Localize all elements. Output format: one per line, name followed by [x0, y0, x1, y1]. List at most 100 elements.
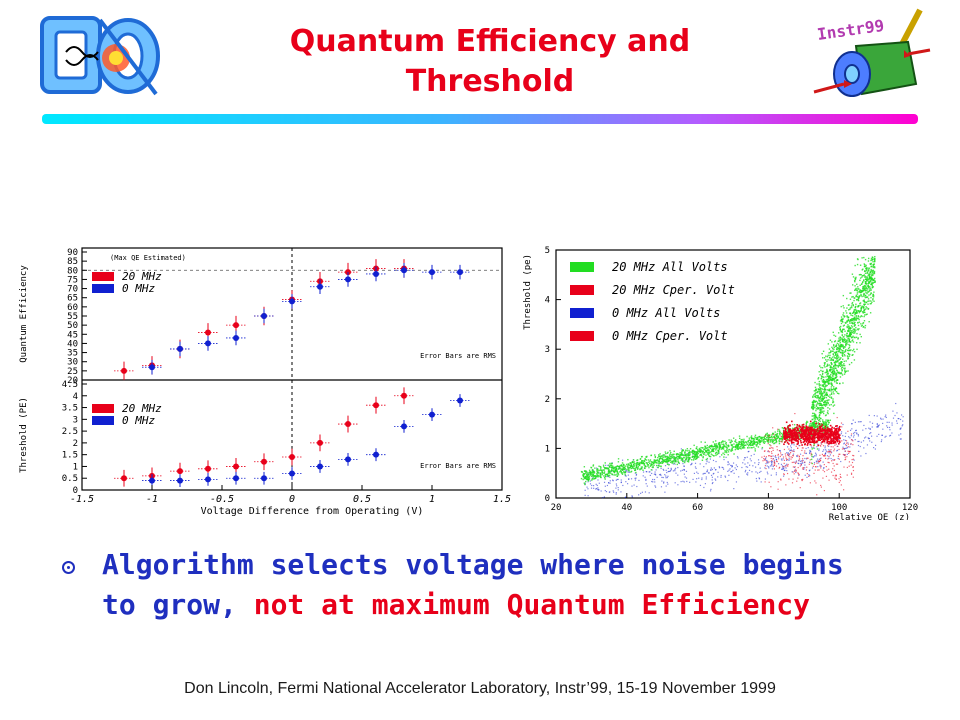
scatter-point-green: [839, 376, 842, 378]
scatter-point-blue: [814, 452, 817, 454]
scatter-point-green: [839, 341, 841, 344]
scatter-point-red: [803, 443, 806, 446]
scatter-point-blue: [645, 483, 647, 485]
scatter-point-red: [830, 449, 832, 451]
scatter-point-green: [863, 279, 865, 281]
scatter-point-green: [869, 281, 871, 283]
scatter-point-blue: [849, 437, 851, 439]
scatter-point-green: [874, 255, 876, 258]
scatter-point-green: [848, 355, 851, 357]
scatter-point-blue: [625, 481, 627, 483]
scatter-point-green: [855, 303, 857, 306]
scatter-point-blue: [780, 463, 783, 465]
scatter-point-green: [865, 301, 868, 304]
scatter-point-red: [830, 446, 832, 448]
scatter-point-green: [863, 308, 866, 311]
scatter-point-green: [688, 454, 690, 456]
scatter-point-green: [648, 462, 651, 465]
scatter-point-green: [817, 419, 820, 422]
scatter-point-green: [870, 276, 873, 279]
scatter-point-red: [802, 455, 804, 457]
scatter-point-green: [603, 472, 606, 474]
scatter-point-red: [804, 430, 807, 433]
scatter-point-red: [763, 458, 765, 460]
scatter-point-green: [763, 436, 765, 439]
scatter-point-green: [872, 273, 874, 276]
scatter-point-red: [801, 444, 803, 446]
scatter-point-blue: [660, 467, 662, 470]
scatter-point-blue: [731, 471, 733, 473]
scatter-point-green: [820, 408, 822, 410]
scatter-point-green: [841, 331, 844, 334]
scatter-point-red: [790, 458, 792, 460]
scatter-point-green: [848, 326, 850, 328]
scatter-point-blue: [675, 472, 677, 474]
data-point: [205, 329, 211, 336]
scatter-point-red: [838, 434, 841, 436]
scatter-point-green: [858, 274, 861, 276]
scatter-point-blue: [782, 475, 785, 477]
scatter-point-green: [780, 432, 783, 435]
scatter-point-red: [813, 472, 815, 474]
scatter-point-green: [862, 306, 864, 308]
scatter-point-green: [741, 444, 744, 446]
scatter-point-green: [866, 277, 869, 279]
scatter-point-red: [818, 423, 821, 425]
scatter-point-green: [828, 421, 830, 424]
scatter-point-green: [637, 463, 640, 466]
scatter-point-green: [858, 321, 861, 323]
scatter-point-blue: [860, 421, 862, 423]
scatter-point-red: [805, 428, 808, 430]
scatter-point-green: [855, 336, 858, 339]
scatter-point-blue: [777, 463, 780, 465]
scatter-point-green: [833, 344, 835, 347]
scatter-point-green: [781, 433, 784, 435]
scatter-point-blue: [802, 462, 804, 464]
scatter-point-red: [816, 441, 818, 443]
scatter-point-green: [725, 446, 728, 448]
scatter-point-green: [724, 451, 726, 453]
scatter-point-green: [720, 446, 722, 449]
scatter-point-blue: [777, 456, 780, 458]
scatter-point-red: [799, 487, 801, 489]
scatter-point-blue: [902, 424, 904, 426]
scatter-point-blue: [805, 458, 808, 460]
scatter-point-blue: [805, 452, 807, 455]
scatter-point-green: [847, 370, 849, 372]
scatter-point-blue: [605, 464, 607, 466]
scatter-points: [580, 255, 904, 499]
scatter-point-red: [801, 447, 803, 449]
scatter-point-green: [819, 407, 822, 409]
scatter-point-blue: [750, 460, 752, 462]
scatter-point-blue: [802, 459, 804, 462]
scatter-point-green: [835, 380, 838, 382]
scatter-point-red: [809, 420, 812, 423]
scatter-point-green: [819, 384, 822, 386]
scatter-point-blue: [755, 471, 757, 473]
scatter-point-green: [813, 404, 815, 407]
scatter-point-green: [815, 404, 818, 406]
scatter-point-green: [818, 391, 820, 393]
scatter-point-green: [808, 426, 811, 428]
scatter-point-blue: [666, 476, 668, 479]
scatter-point-green: [854, 313, 856, 316]
scatter-point-green: [769, 436, 771, 439]
scatter-point-blue: [886, 426, 889, 429]
scatter-point-green: [845, 348, 847, 351]
scatter-point-green: [831, 350, 833, 352]
scatter-point-green: [826, 380, 829, 383]
scatter-point-green: [822, 350, 825, 352]
scatter-point-green: [844, 334, 846, 336]
scatter-point-green: [870, 268, 872, 271]
scatter-point-green: [668, 456, 670, 458]
scatter-point-green: [750, 436, 752, 438]
scatter-point-blue: [635, 473, 638, 475]
scatter-point-green: [681, 450, 683, 453]
scatter-point-green: [829, 379, 831, 382]
scatter-point-green: [754, 441, 757, 444]
scatter-point-green: [855, 276, 857, 279]
scatter-point-green: [843, 351, 846, 353]
scatter-point-red: [797, 477, 799, 479]
scatter-point-red: [798, 431, 801, 434]
scatter-point-green: [838, 337, 840, 339]
